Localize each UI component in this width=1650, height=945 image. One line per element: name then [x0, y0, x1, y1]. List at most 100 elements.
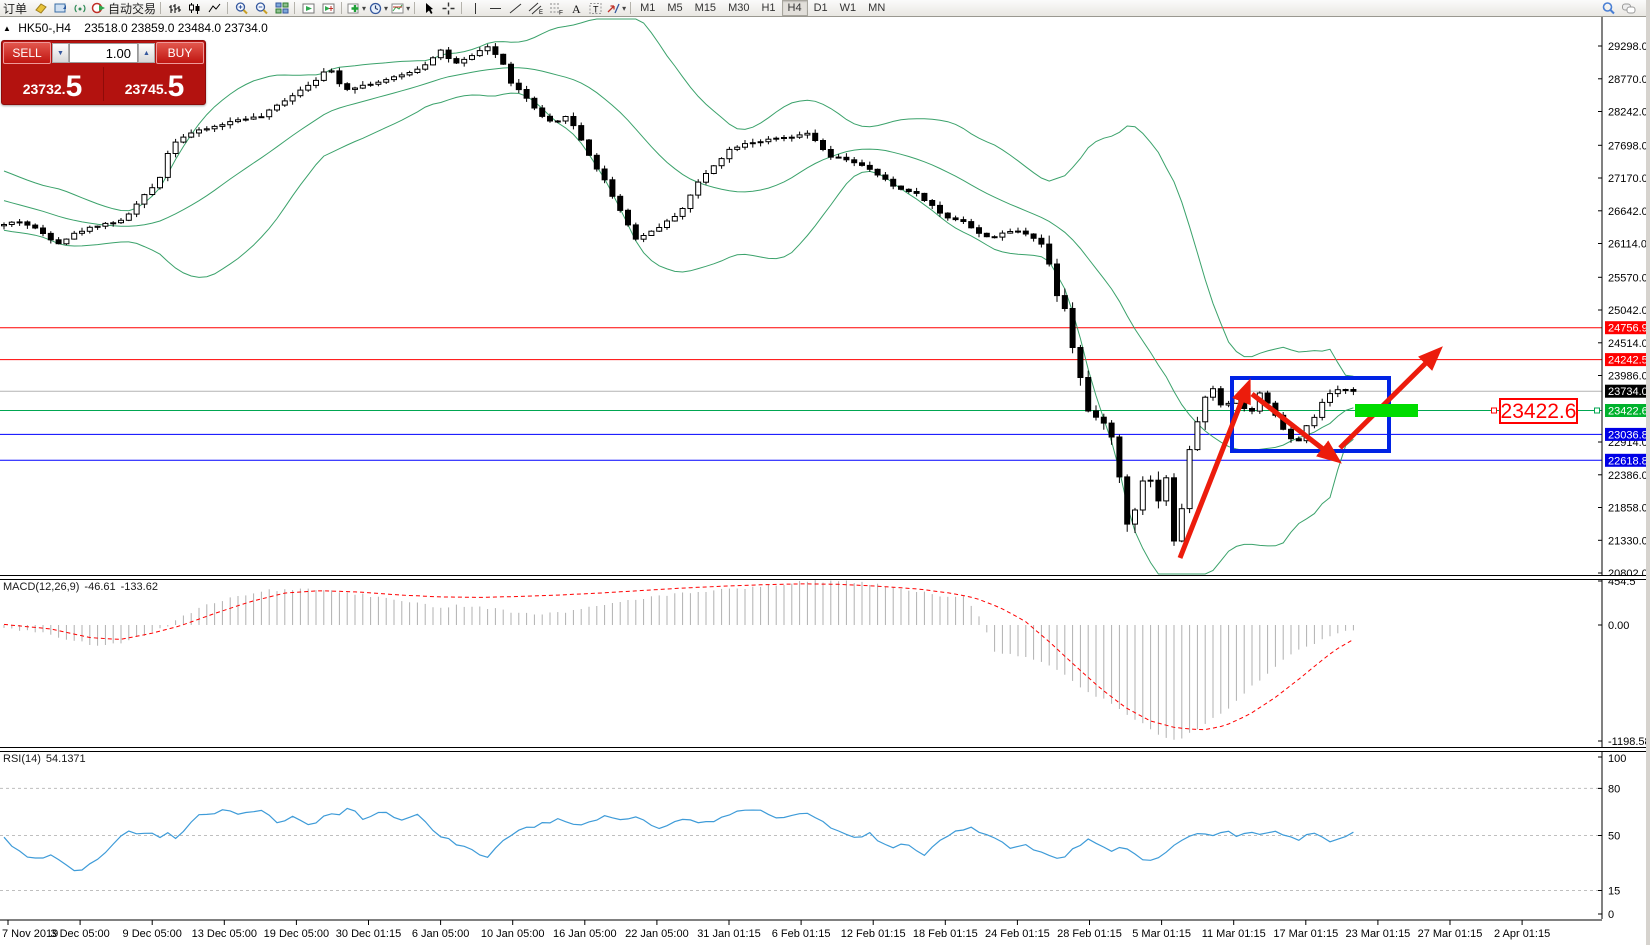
- gold-icon: [34, 2, 47, 14]
- svg-text:23422.6: 23422.6: [1608, 406, 1646, 418]
- macd-pane-splitter[interactable]: [0, 575, 1646, 580]
- svg-text:24242.5: 24242.5: [1608, 355, 1646, 367]
- signal-icon: [74, 4, 85, 12]
- buy-button[interactable]: BUY: [156, 42, 204, 64]
- fibonacci-button[interactable]: F: [545, 1, 565, 16]
- price-chip-22618.8: 22618.8: [1605, 453, 1646, 467]
- timeframe-h1-button[interactable]: H1: [761, 2, 776, 14]
- svg-text:15: 15: [1608, 886, 1620, 898]
- zoom-in-button[interactable]: [231, 1, 251, 16]
- autotrade-button[interactable]: 自动交易: [90, 1, 157, 16]
- chat-button[interactable]: [1618, 1, 1638, 16]
- chart-shift-button[interactable]: [318, 1, 338, 16]
- arr1-icon: [302, 3, 315, 13]
- toolbar-separator: [414, 2, 416, 14]
- annotation-handle[interactable]: [1594, 407, 1600, 414]
- price-chart-canvas[interactable]: 23422.6 29298.0 28770.0 28242.0 27698.0 27170…: [0, 17, 1646, 575]
- svg-text:0: 0: [1608, 909, 1614, 919]
- text-label-button[interactable]: T: [585, 1, 605, 16]
- annotation-arrow-2[interactable]: [1250, 392, 1342, 464]
- svg-text:19 Dec 05:00: 19 Dec 05:00: [264, 928, 329, 940]
- annotation-price-label[interactable]: 23422.6: [1499, 398, 1578, 424]
- text-button[interactable]: A: [565, 1, 585, 16]
- annotation-green-bar[interactable]: [1355, 404, 1418, 417]
- candle-chart-button[interactable]: [184, 1, 204, 16]
- channel-icon: E: [528, 2, 543, 16]
- svg-text:80: 80: [1608, 783, 1620, 795]
- annotation-handle[interactable]: [1491, 407, 1497, 414]
- svg-text:27170.0: 27170.0: [1608, 173, 1646, 185]
- one-click-collapse-icon[interactable]: ▲: [3, 24, 11, 33]
- macd-main-value: -46.61: [84, 581, 116, 593]
- toolbar-separator: [160, 2, 162, 14]
- zoomin-icon: [235, 1, 248, 14]
- sell-price[interactable]: 23732. 5: [2, 65, 103, 103]
- price-chip-24756.9: 24756.9: [1605, 321, 1646, 335]
- svg-text:23422.6: 23422.6: [1501, 400, 1577, 423]
- rsi-canvas[interactable]: 100 80 50 15 0: [0, 750, 1646, 919]
- vertical-line-button[interactable]: [465, 1, 485, 16]
- toolbar-separator: [341, 2, 343, 14]
- bar-chart-button[interactable]: [164, 1, 184, 16]
- volume-decrease-button[interactable]: ▼: [52, 43, 69, 63]
- svg-text:12 Feb 01:15: 12 Feb 01:15: [841, 928, 906, 940]
- dropdown-caret-icon: ▾: [384, 3, 389, 13]
- annotation-arrow-1[interactable]: [1177, 378, 1251, 559]
- svg-text:11 Mar 01:15: 11 Mar 01:15: [1202, 928, 1266, 940]
- svg-text:23734.0: 23734.0: [1608, 386, 1646, 398]
- svg-text:13 Dec 05:00: 13 Dec 05:00: [192, 928, 257, 940]
- price-chip-24242.5: 24242.5: [1605, 353, 1646, 367]
- buy-price[interactable]: 23745. 5: [104, 65, 205, 103]
- search-button[interactable]: [1598, 1, 1618, 16]
- gold-tool-button[interactable]: [30, 1, 50, 16]
- svg-text:25042.0: 25042.0: [1608, 305, 1646, 317]
- timeframe-h4-button[interactable]: H4: [781, 0, 808, 16]
- volume-increase-button[interactable]: ▲: [138, 43, 155, 63]
- bollinger-bands: [3, 18, 1354, 575]
- rsi-pane-splitter[interactable]: [0, 747, 1646, 752]
- rsi-line: [3, 807, 1354, 872]
- period-button[interactable]: ▾: [367, 1, 389, 16]
- svg-text:22386.0: 22386.0: [1608, 470, 1646, 482]
- template-button[interactable]: ▾: [389, 1, 411, 16]
- timeframe-m5-button[interactable]: M5: [667, 2, 683, 14]
- svg-text:454.5: 454.5: [1608, 578, 1636, 588]
- volume-input[interactable]: [69, 43, 138, 63]
- hline-icon: [489, 7, 501, 9]
- sell-price-main: 23732: [22, 81, 62, 97]
- tile-windows-button[interactable]: [271, 1, 291, 16]
- auto-scroll-button[interactable]: [298, 1, 318, 16]
- timeframe-m30-button[interactable]: M30: [728, 2, 750, 14]
- line-chart-button[interactable]: [204, 1, 224, 16]
- annotation-arrow-3[interactable]: [1338, 346, 1443, 450]
- zoom-out-button[interactable]: [251, 1, 271, 16]
- svg-text:26642.0: 26642.0: [1608, 206, 1646, 218]
- horizontal-line-button[interactable]: [485, 1, 505, 16]
- new-chart-button[interactable]: ▾: [345, 1, 367, 16]
- macd-canvas[interactable]: 454.5 0.00 -1198.58: [0, 578, 1646, 747]
- buy-price-main: 23745: [124, 81, 164, 97]
- channel-button[interactable]: E: [525, 1, 545, 16]
- trendline-button[interactable]: [505, 1, 525, 16]
- symbol-timeframe-label: HK50-,H4: [18, 21, 71, 35]
- timeframe-w1-button[interactable]: W1: [839, 2, 857, 14]
- svg-text:16 Jan 05:00: 16 Jan 05:00: [553, 928, 617, 940]
- labelT-icon: T: [589, 2, 602, 14]
- textA-icon: A: [572, 2, 581, 16]
- timeframe-m1-button[interactable]: M1: [640, 2, 656, 14]
- toolbar-separator: [294, 2, 296, 14]
- timeframe-mn-button[interactable]: MN: [868, 2, 886, 14]
- shapes-button[interactable]: ▾: [605, 1, 627, 16]
- timeframe-m15-button[interactable]: M15: [694, 2, 717, 14]
- cursor-button[interactable]: [418, 1, 438, 16]
- signal-button[interactable]: [70, 1, 90, 16]
- ohlc-values: 23518.0 23859.0 23484.0 23734.0: [84, 21, 268, 35]
- crosshair-button[interactable]: [438, 1, 458, 16]
- market-window-button[interactable]: [50, 1, 70, 16]
- svg-text:6 Jan 05:00: 6 Jan 05:00: [412, 928, 470, 940]
- timeframe-d1-button[interactable]: D1: [813, 2, 828, 14]
- sell-button[interactable]: SELL: [3, 42, 51, 64]
- chat-icon: [1621, 3, 1635, 13]
